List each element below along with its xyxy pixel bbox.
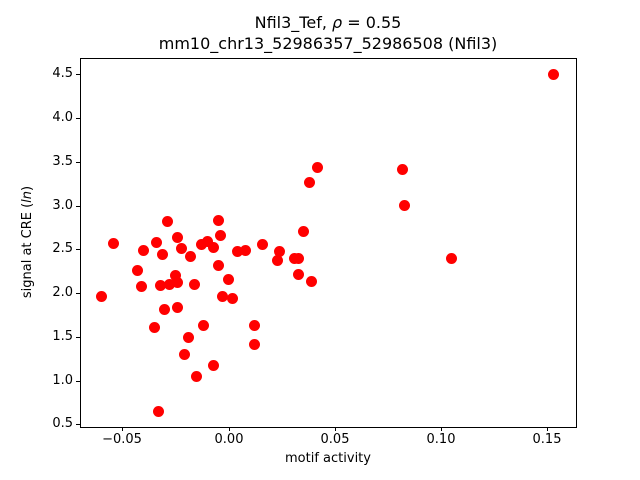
data-point (257, 238, 269, 250)
data-point (172, 231, 184, 243)
chart-title: Nfil3_Tef, ρ = 0.55 (80, 13, 576, 33)
y-tick-label: 0.5 (52, 416, 73, 431)
y-tick-mark (76, 206, 80, 207)
y-tick-label: 2.0 (52, 285, 73, 300)
data-point (446, 253, 458, 265)
data-point (248, 319, 260, 331)
data-point (240, 244, 252, 256)
data-point (231, 246, 243, 258)
y-tick-label: 3.0 (52, 198, 73, 213)
y-axis-label-prefix: signal at CRE ( (20, 202, 35, 299)
x-tick-label: 0.10 (426, 432, 456, 447)
data-point (138, 244, 150, 256)
data-point (148, 321, 160, 333)
y-tick-mark (76, 293, 80, 294)
data-point (201, 235, 213, 247)
data-point (548, 68, 560, 80)
data-point (248, 339, 260, 351)
data-point (195, 239, 207, 251)
y-tick-label: 2.5 (52, 241, 73, 256)
data-point (108, 237, 120, 249)
data-point (306, 276, 317, 288)
y-tick-mark (76, 337, 80, 338)
x-tick-label: −0.05 (102, 432, 142, 447)
data-point (95, 291, 107, 303)
y-tick-mark (76, 118, 80, 119)
data-point (189, 278, 201, 290)
x-tick-mark (122, 427, 123, 431)
y-axis-label: signal at CRE (ln) (20, 92, 38, 392)
data-point (191, 370, 203, 382)
y-axis-label-italic: ln (20, 190, 35, 203)
data-point (184, 250, 196, 262)
data-point (182, 332, 194, 344)
data-point (227, 292, 239, 304)
y-tick-label: 4.0 (52, 110, 73, 125)
x-tick-label: 0.05 (320, 432, 350, 447)
y-tick-mark (76, 424, 80, 425)
x-axis-label: motif activity (285, 451, 371, 466)
x-tick-mark (229, 427, 230, 431)
data-point (136, 280, 148, 292)
data-point (397, 164, 409, 176)
chart-title-prefix: Nfil3_Tef, (254, 13, 332, 32)
y-tick-label: 4.5 (52, 66, 73, 81)
data-point (159, 304, 171, 316)
data-point (293, 252, 305, 264)
data-point (212, 214, 224, 226)
data-point (223, 273, 235, 285)
x-tick-mark (335, 427, 336, 431)
data-point (214, 229, 226, 241)
data-point (153, 405, 165, 417)
y-axis-label-suffix: ) (20, 185, 35, 191)
chart-title-value: = 0.55 (342, 13, 402, 32)
y-tick-mark (76, 162, 80, 163)
y-tick-mark (76, 381, 80, 382)
data-point (163, 278, 175, 290)
data-point (161, 215, 173, 227)
data-point (150, 236, 162, 248)
data-point (312, 162, 324, 174)
data-point (157, 249, 169, 261)
data-point (172, 277, 184, 289)
data-point (178, 348, 190, 360)
data-point (274, 246, 286, 258)
data-point (176, 242, 188, 254)
data-point (208, 242, 220, 254)
data-point (303, 177, 315, 189)
x-tick-label: 0.00 (214, 432, 244, 447)
rho-symbol: ρ (332, 13, 343, 32)
y-tick-label: 1.5 (52, 329, 73, 344)
data-point (272, 255, 284, 267)
data-point (297, 226, 309, 238)
data-point (170, 270, 182, 282)
data-point (131, 264, 143, 276)
x-tick-mark (547, 427, 548, 431)
y-tick-mark (76, 74, 80, 75)
y-tick-label: 1.0 (52, 373, 73, 388)
data-point (197, 319, 209, 331)
x-tick-mark (441, 427, 442, 431)
chart-subtitle: mm10_chr13_52986357_52986508 (Nfil3) (158, 34, 498, 53)
y-tick-mark (76, 249, 80, 250)
data-point (172, 301, 184, 313)
data-point (216, 291, 228, 303)
y-tick-label: 3.5 (52, 154, 73, 169)
data-point (208, 360, 220, 372)
x-tick-label: 0.15 (532, 432, 562, 447)
data-point (399, 200, 411, 212)
data-point (212, 260, 224, 272)
data-point (155, 279, 167, 291)
plot-area (80, 58, 577, 428)
data-point (293, 269, 305, 281)
